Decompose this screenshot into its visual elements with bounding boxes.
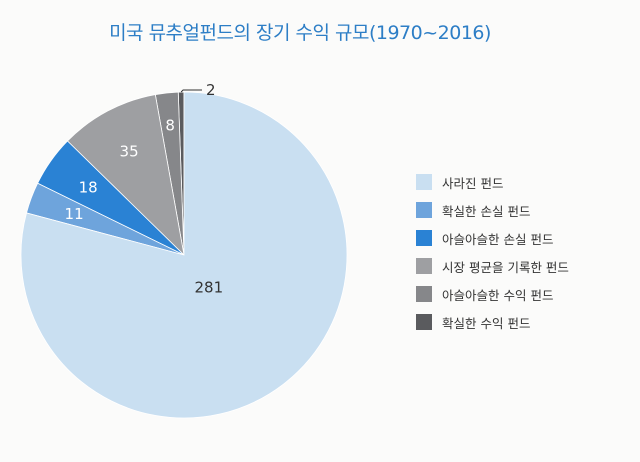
legend-item: 확실한 손실 펀드 [416, 200, 569, 220]
legend-item: 아슬아슬한 수익 펀드 [416, 284, 569, 304]
leader-line [180, 89, 202, 93]
legend-swatch [416, 258, 432, 274]
pie-slice [66, 94, 185, 257]
legend-item: 시장 평균을 기록한 펀드 [416, 256, 569, 276]
legend-swatch [416, 286, 432, 302]
legend-label: 사라진 펀드 [442, 175, 504, 191]
slice-value-label: 11 [65, 205, 84, 223]
legend-label: 시장 평균을 기록한 펀드 [442, 259, 569, 275]
slice-value-label: 18 [79, 178, 98, 196]
legend-item: 아슬아슬한 손실 펀드 [416, 228, 569, 248]
legend-label: 확실한 손실 펀드 [442, 203, 531, 219]
pie-slice [20, 91, 348, 419]
legend-swatch [416, 230, 432, 246]
legend-swatch [416, 174, 432, 190]
slice-value-label: 8 [165, 116, 175, 134]
legend: 사라진 펀드 확실한 손실 펀드 아슬아슬한 손실 펀드 시장 평균을 기록한 … [416, 172, 569, 340]
slice-value-label: 35 [120, 142, 139, 160]
legend-label: 아슬아슬한 수익 펀드 [442, 287, 554, 303]
legend-swatch [416, 314, 432, 330]
slice-value-label: 281 [194, 278, 223, 296]
legend-swatch [416, 202, 432, 218]
slice-value-label: 2 [206, 81, 216, 99]
legend-item: 확실한 수익 펀드 [416, 312, 569, 332]
legend-label: 아슬아슬한 손실 펀드 [442, 231, 554, 247]
chart-title: 미국 뮤추얼펀드의 장기 수익 규모(1970~2016) [109, 22, 491, 44]
legend-item: 사라진 펀드 [416, 172, 569, 192]
legend-label: 확실한 수익 펀드 [442, 315, 531, 331]
